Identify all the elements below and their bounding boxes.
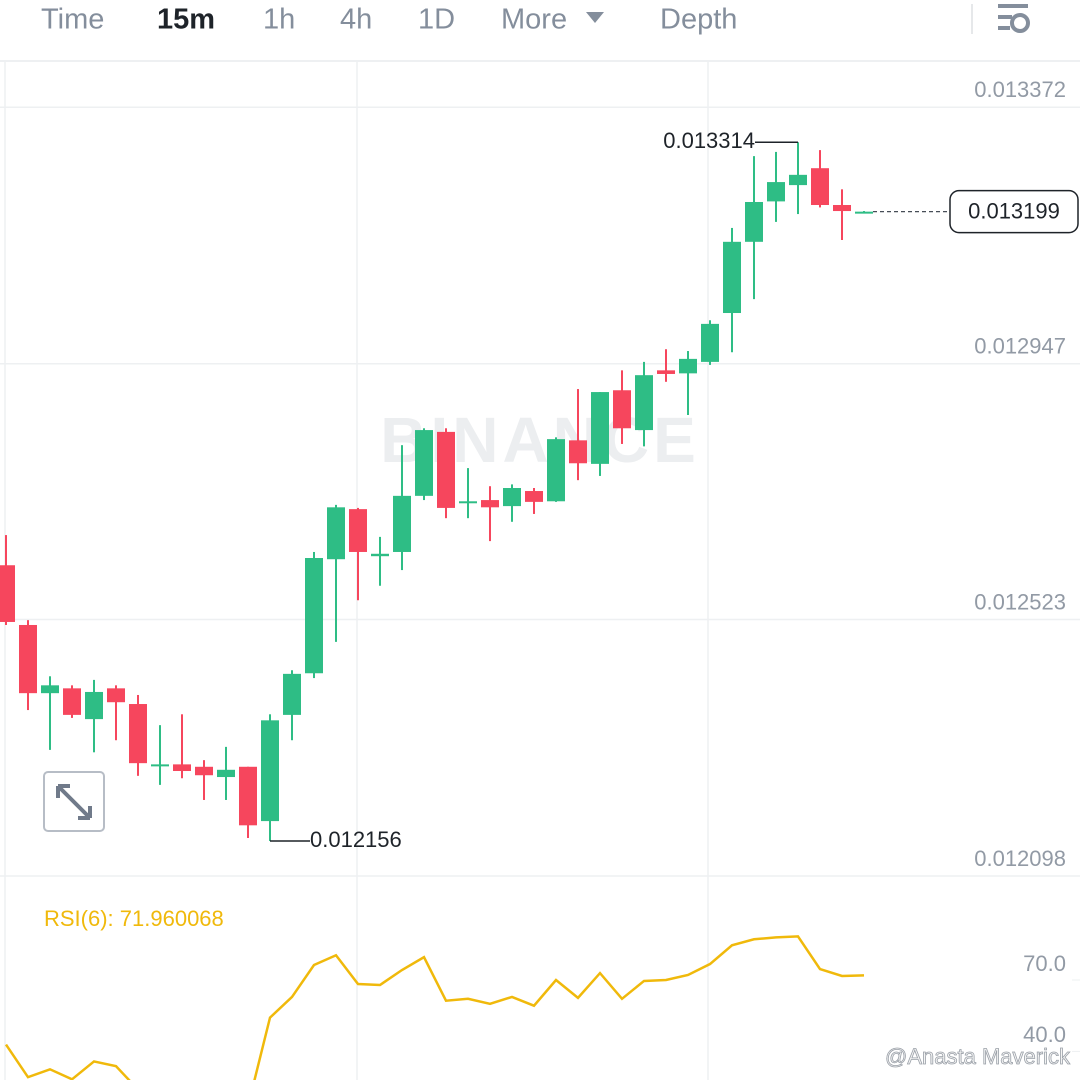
candle-body <box>63 688 81 715</box>
timeframe-tabs: Time 15m 1h 4h 1D More Depth <box>41 4 737 36</box>
y-tick-label: 70.0 <box>1023 951 1066 976</box>
candle-body <box>459 501 477 504</box>
candle-body <box>415 430 433 496</box>
candle-body <box>151 764 169 767</box>
candle-body <box>327 507 345 560</box>
candle-body <box>393 495 411 552</box>
candle-body <box>591 392 609 464</box>
candle-body <box>85 691 103 720</box>
candle-body <box>261 720 279 822</box>
tab[interactable]: 1h <box>263 4 295 36</box>
candle-body <box>811 168 829 206</box>
candle-body <box>349 509 367 552</box>
candle-body <box>679 358 697 374</box>
candle-body <box>657 370 675 374</box>
tab[interactable]: 4h <box>340 4 372 36</box>
tab[interactable]: 15m <box>157 4 215 36</box>
candle-body <box>481 500 499 508</box>
y-tick-label: 40.0 <box>1023 1022 1066 1047</box>
candle-body <box>41 685 59 694</box>
rsi-label: RSI(6): 71.960068 <box>44 906 224 931</box>
max-label: 0.013314 <box>663 128 755 153</box>
settings-icon[interactable] <box>998 4 1030 33</box>
candle-body <box>217 769 235 778</box>
candle-body <box>305 558 323 674</box>
candle-body <box>107 688 125 703</box>
candle-body <box>195 766 213 776</box>
y-tick-label: 0.013372 <box>974 77 1066 102</box>
candle-body <box>547 439 565 502</box>
candle-body <box>635 375 653 431</box>
tab[interactable]: 1D <box>418 4 455 36</box>
candle-body <box>19 624 37 694</box>
candle-body <box>613 390 631 429</box>
candle-body <box>0 565 15 622</box>
credit: @Anasta Maverick <box>885 1044 1071 1069</box>
candle-body <box>723 241 741 314</box>
expand-button[interactable] <box>43 771 105 832</box>
candle-body <box>239 766 257 826</box>
y-tick-label: 0.012098 <box>974 846 1066 871</box>
chart: 0.012098 0.012523 0.012947 0.013372 0.013314… <box>0 77 1080 1080</box>
candle-body <box>437 431 455 508</box>
tab[interactable]: More <box>501 4 567 36</box>
rsi-line <box>4 935 865 1080</box>
more-caret[interactable] <box>586 12 604 23</box>
candle-body <box>173 764 191 772</box>
candle-body <box>855 211 873 214</box>
min-label: 0.012156 <box>310 827 402 852</box>
candle-body <box>789 174 807 186</box>
candle-body <box>525 491 543 502</box>
candle-body <box>833 205 851 212</box>
last-price-box <box>949 189 1079 234</box>
candle-body <box>283 673 301 715</box>
candle-body <box>503 488 521 507</box>
candle-body <box>745 201 763 242</box>
candle-body <box>371 553 389 557</box>
last-price-label: 0.013199 <box>968 198 1060 223</box>
candle-body <box>767 182 785 202</box>
candle-body <box>129 704 147 764</box>
y-tick-label: 0.012523 <box>974 589 1066 614</box>
y-tick-label: 0.012947 <box>974 334 1066 359</box>
candle-body <box>569 440 587 464</box>
tab[interactable]: Depth <box>660 4 737 36</box>
tab[interactable]: Time <box>41 4 104 36</box>
candle-body <box>701 323 719 362</box>
